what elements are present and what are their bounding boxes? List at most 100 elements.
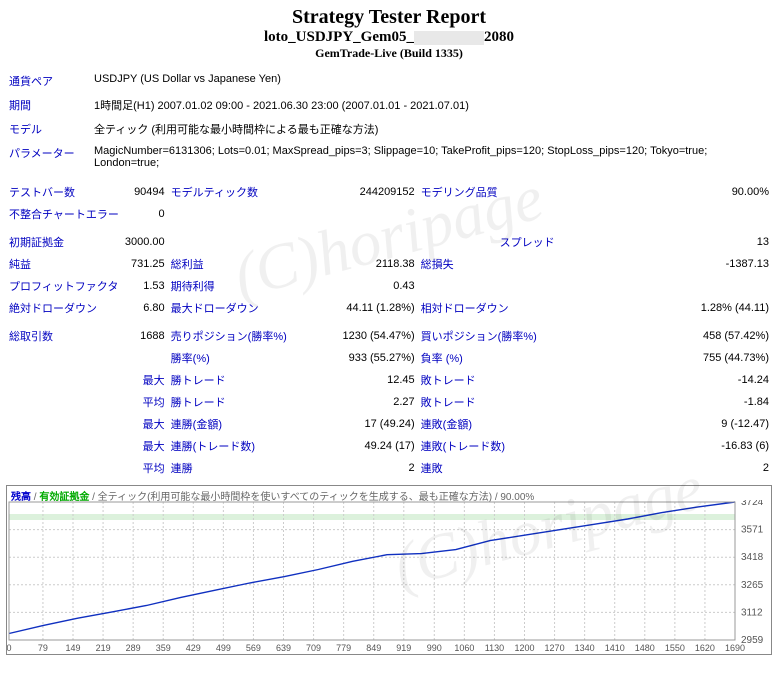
expected-value: 0.43: [298, 275, 418, 297]
consloss-amt: 9 (-12.47): [558, 413, 772, 435]
pair-label: 通貨ペア: [6, 69, 91, 93]
svg-text:429: 429: [186, 643, 201, 653]
svg-text:1130: 1130: [485, 643, 504, 653]
mismatch-label: 不整合チャートエラー: [6, 203, 122, 225]
svg-text:1620: 1620: [695, 643, 715, 653]
max-label-1: 最大: [122, 369, 168, 391]
consloss-cnt: -16.83 (6): [558, 435, 772, 457]
total-label: 総取引数: [6, 325, 122, 347]
period-label: 期間: [6, 93, 91, 117]
chart-svg: 2959311232653418357137240791492192893594…: [7, 500, 773, 656]
short-label: 売りポジション(勝率%): [168, 325, 298, 347]
conswin-amt: 17 (49.24): [298, 413, 418, 435]
pf-value: 1.53: [122, 275, 168, 297]
param-label: パラメーター: [6, 141, 91, 173]
svg-text:1340: 1340: [575, 643, 595, 653]
params-table: 通貨ペアUSDJPY (US Dollar vs Japanese Yen) 期…: [6, 69, 772, 173]
avg-conswin: 2: [298, 457, 418, 479]
spread-value: 13: [558, 231, 772, 253]
redacted-block: [414, 31, 484, 45]
svg-text:1060: 1060: [454, 643, 474, 653]
max-label-3: 最大: [122, 435, 168, 457]
stats-table: テストバー数 90494 モデルティック数 244209152 モデリング品質 …: [6, 181, 772, 479]
absdd-value: 6.80: [122, 297, 168, 319]
maxdd-value: 44.11 (1.28%): [298, 297, 418, 319]
svg-text:3112: 3112: [741, 607, 763, 618]
svg-text:639: 639: [276, 643, 291, 653]
svg-text:3571: 3571: [741, 525, 764, 536]
svg-text:79: 79: [38, 643, 48, 653]
short-value: 1230 (54.47%): [298, 325, 418, 347]
svg-text:1200: 1200: [514, 643, 534, 653]
svg-text:499: 499: [216, 643, 231, 653]
avg-consloss-label: 連敗: [418, 457, 558, 479]
lossrate-value: 755 (44.73%): [558, 347, 772, 369]
build-line: GemTrade-Live (Build 1335): [6, 46, 772, 61]
expected-label: 期待利得: [168, 275, 298, 297]
svg-text:289: 289: [126, 643, 141, 653]
svg-text:1480: 1480: [635, 643, 655, 653]
svg-text:1690: 1690: [725, 643, 745, 653]
long-label: 買いポジション(勝率%): [418, 325, 558, 347]
max-losstrade: -14.24: [558, 369, 772, 391]
svg-text:149: 149: [65, 643, 80, 653]
report-title: Strategy Tester Report: [6, 6, 772, 29]
svg-text:3724: 3724: [741, 500, 764, 508]
bars-value: 90494: [122, 181, 168, 203]
svg-text:990: 990: [427, 643, 442, 653]
svg-text:359: 359: [156, 643, 171, 653]
max-wintrade: 12.45: [298, 369, 418, 391]
long-value: 458 (57.42%): [558, 325, 772, 347]
avg-conswin-label: 連勝: [168, 457, 298, 479]
svg-text:0: 0: [7, 643, 12, 653]
netprofit-value: 731.25: [122, 253, 168, 275]
svg-text:1270: 1270: [545, 643, 565, 653]
quality-value: 90.00%: [558, 181, 772, 203]
grossloss-label: 総損失: [418, 253, 558, 275]
avg-wintrade: 2.27: [298, 391, 418, 413]
losstrade-label-1: 敗トレード: [418, 369, 558, 391]
param-value: MagicNumber=6131306; Lots=0.01; MaxSprea…: [91, 141, 772, 173]
model-label: モデル: [6, 117, 91, 141]
winrate-label: 勝率(%): [168, 347, 298, 369]
lossrate-label: 負率 (%): [418, 347, 558, 369]
svg-text:779: 779: [336, 643, 351, 653]
report-subtitle: loto_USDJPY_Gem05_ 2080: [6, 29, 772, 46]
svg-text:849: 849: [366, 643, 381, 653]
svg-text:919: 919: [396, 643, 411, 653]
wintrade-label-2: 勝トレード: [168, 391, 298, 413]
winrate-value: 933 (55.27%): [298, 347, 418, 369]
subtitle-suffix: 2080: [484, 29, 514, 45]
ticks-label: モデルティック数: [168, 181, 298, 203]
quality-label: モデリング品質: [418, 181, 558, 203]
netprofit-label: 純益: [6, 253, 122, 275]
equity-chart: 残高 / 有効証拠金 / 全ティック(利用可能な最小時間枠を使いすべてのティック…: [6, 485, 772, 655]
subtitle-prefix: loto_USDJPY_Gem05_: [264, 29, 414, 45]
max-label-2: 最大: [122, 413, 168, 435]
mismatch-value: 0: [122, 203, 168, 225]
conswin-cnt: 49.24 (17): [298, 435, 418, 457]
svg-text:569: 569: [246, 643, 261, 653]
svg-text:1550: 1550: [665, 643, 685, 653]
grossloss-value: -1387.13: [558, 253, 772, 275]
bars-label: テストバー数: [6, 181, 122, 203]
avg-losstrade: -1.84: [558, 391, 772, 413]
wintrade-label-1: 勝トレード: [168, 369, 298, 391]
losstrade-label-2: 敗トレード: [418, 391, 558, 413]
maxdd-label: 最大ドローダウン: [168, 297, 298, 319]
consloss-cnt-label: 連敗(トレード数): [418, 435, 558, 457]
ticks-value: 244209152: [298, 181, 418, 203]
avg-label-2: 平均: [122, 457, 168, 479]
avg-label-1: 平均: [122, 391, 168, 413]
svg-text:709: 709: [306, 643, 321, 653]
grossprofit-value: 2118.38: [298, 253, 418, 275]
conswin-amt-label: 連勝(金額): [168, 413, 298, 435]
svg-text:3265: 3265: [741, 580, 764, 591]
conswin-cnt-label: 連勝(トレード数): [168, 435, 298, 457]
svg-text:1410: 1410: [605, 643, 625, 653]
spread-label: スプレッド: [418, 231, 558, 253]
pf-label: プロフィットファクタ: [6, 275, 122, 297]
deposit-value: 3000.00: [122, 231, 168, 253]
reldd-label: 相対ドローダウン: [418, 297, 558, 319]
absdd-label: 絶対ドローダウン: [6, 297, 122, 319]
